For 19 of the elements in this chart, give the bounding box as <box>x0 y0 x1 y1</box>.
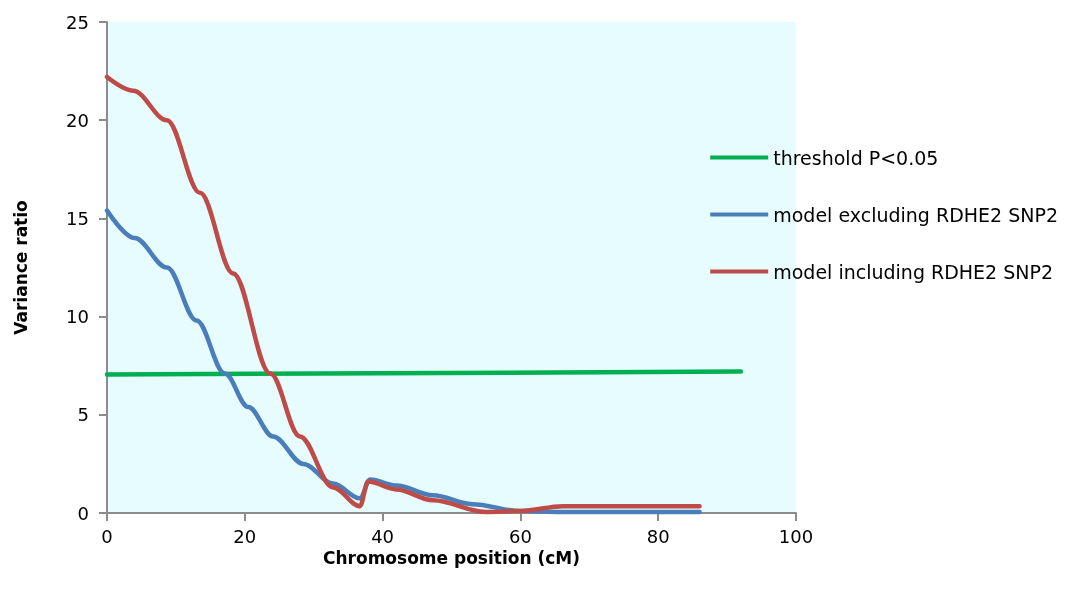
line-series <box>104 208 702 515</box>
legend-label: model excluding RDHE2 SNP2 <box>773 203 1059 226</box>
x-tick-label: 80 <box>646 525 670 547</box>
y-tick-label: 25 <box>66 11 89 33</box>
x-tick-label: 0 <box>101 525 113 547</box>
legend-label: threshold P<0.05 <box>773 146 939 169</box>
x-tick-label: 40 <box>371 525 395 547</box>
x-tick-label: 100 <box>778 525 814 547</box>
y-tick-label: 5 <box>77 404 89 426</box>
y-axis-title: Variance ratio <box>10 200 31 335</box>
legend-label: model including RDHE2 SNP2 <box>773 260 1054 283</box>
x-tick-label: 20 <box>233 525 257 547</box>
y-tick-label: 15 <box>66 207 89 229</box>
x-tick-label: 60 <box>508 525 532 547</box>
y-tick-label: 10 <box>66 306 89 328</box>
line-series <box>104 74 702 515</box>
y-tick-label: 20 <box>66 109 89 131</box>
x-axis-title: Chromosome position (cM) <box>323 548 580 569</box>
y-tick-label: 0 <box>77 502 89 524</box>
